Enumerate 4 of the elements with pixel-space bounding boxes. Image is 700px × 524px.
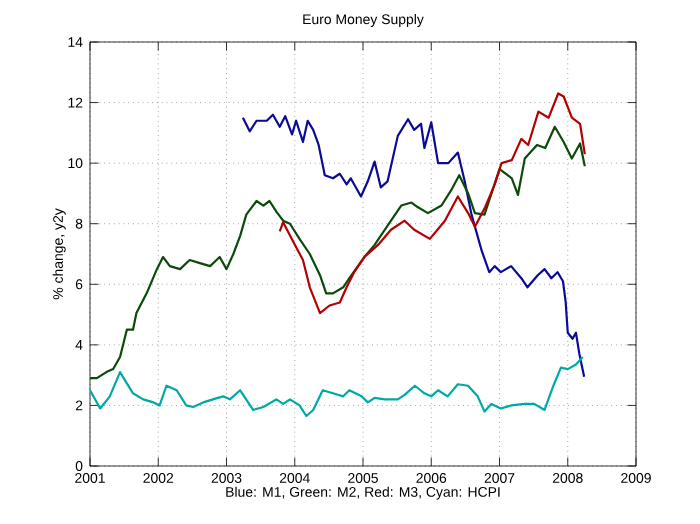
line-series (241, 113, 586, 378)
line-series (90, 125, 586, 380)
line-series (90, 355, 584, 418)
line-series (278, 92, 586, 315)
